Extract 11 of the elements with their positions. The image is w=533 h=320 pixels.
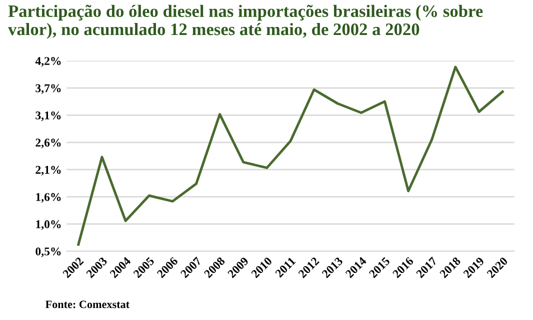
y-tick-label: 2,1% [36, 166, 61, 176]
line-series [77, 66, 504, 246]
y-tick-label: 1,6% [36, 193, 61, 203]
y-tick-label: 0,5% [36, 247, 61, 258]
chart-title: Participação do óleo diesel nas importações brasileiras (% sobre valor), no acumulado 12 meses até maio, de 2002 a 2020 [8, 4, 483, 39]
y-tick-label: 3,7% [36, 84, 61, 94]
y-tick-label: 3,1% [36, 111, 61, 122]
y-tick-label: 2,6% [36, 138, 61, 148]
source-note: Fonte: Comexstat [45, 300, 130, 308]
y-tick-label: 4,2% [35, 57, 61, 67]
y-tick-label: 1,0% [36, 220, 61, 230]
